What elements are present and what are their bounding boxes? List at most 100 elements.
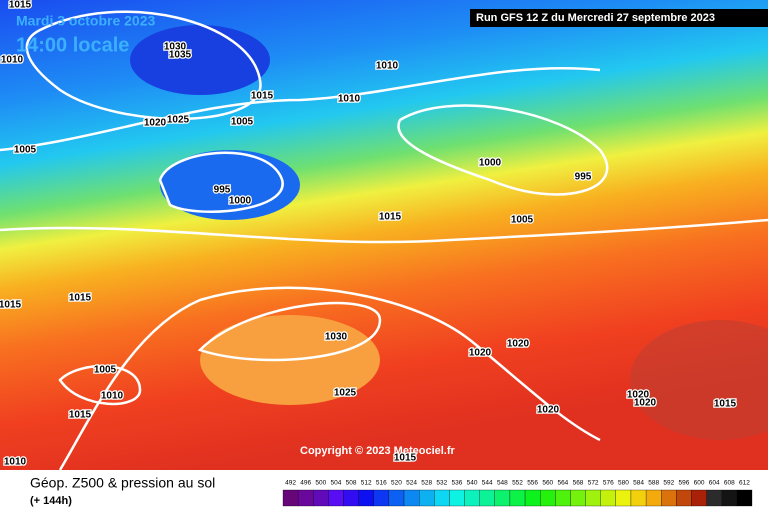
scale-swatch xyxy=(645,489,662,507)
scale-swatch xyxy=(313,489,329,507)
isobar-label: 1015 xyxy=(251,91,274,102)
footer-lead: (+ 144h) xyxy=(30,495,72,507)
scale-swatch xyxy=(691,489,707,507)
isobar-label: 1015 xyxy=(394,453,417,464)
scale-label: 500 xyxy=(315,480,326,487)
scale-label: 600 xyxy=(694,480,705,487)
isobar-label: 1020 xyxy=(634,398,657,409)
scale-label: 580 xyxy=(618,480,629,487)
scale-swatch xyxy=(388,489,405,507)
scale-swatch xyxy=(630,489,647,507)
scale-label: 568 xyxy=(573,480,584,487)
scale-label: 564 xyxy=(557,480,568,487)
isobar-label: 1005 xyxy=(94,365,117,376)
valid-time: 14:00 locale xyxy=(16,34,129,56)
scale-label: 516 xyxy=(376,480,387,487)
scale-swatch xyxy=(297,489,314,507)
scale-label: 596 xyxy=(678,480,689,487)
isobar-label: 1015 xyxy=(379,212,402,223)
scale-label: 612 xyxy=(739,480,750,487)
isobar-label: 1020 xyxy=(537,405,560,416)
scale-swatch xyxy=(570,489,586,507)
scale-label: 492 xyxy=(285,480,296,487)
isobar-label: 1025 xyxy=(167,115,190,126)
scale-label: 552 xyxy=(512,480,523,487)
scale-swatch xyxy=(282,489,299,507)
scale-label: 604 xyxy=(709,480,720,487)
scale-swatch xyxy=(721,489,738,507)
scale-label: 556 xyxy=(527,480,538,487)
isobar-label: 1020 xyxy=(507,339,530,350)
scale-swatch xyxy=(494,489,511,507)
isobar-label: 1030 xyxy=(325,332,348,343)
run-banner xyxy=(470,9,768,27)
scale-label: 532 xyxy=(436,480,447,487)
scale-label: 544 xyxy=(482,480,493,487)
scale-swatch xyxy=(615,489,632,507)
scale-swatch xyxy=(464,489,480,507)
scale-swatch xyxy=(600,489,616,507)
isobar-label: 995 xyxy=(575,172,592,183)
isobar-label: 1010 xyxy=(338,94,361,105)
isobar-label: 1005 xyxy=(511,215,534,226)
scale-label: 508 xyxy=(346,480,357,487)
scale-swatch xyxy=(736,489,753,507)
isobar-label: 995 xyxy=(214,185,231,196)
scale-label: 536 xyxy=(452,480,463,487)
scale-label: 520 xyxy=(391,480,402,487)
scale-swatch xyxy=(585,489,601,507)
scale-swatch xyxy=(419,489,435,507)
scale-label: 588 xyxy=(648,480,659,487)
isobar-label: 1005 xyxy=(231,117,254,128)
valid-date: Mardi 3 octobre 2023 xyxy=(16,13,155,29)
scale-swatch xyxy=(479,489,495,507)
low-core xyxy=(130,25,270,95)
isobar-label: 1015 xyxy=(69,410,92,421)
scale-swatch xyxy=(661,489,677,507)
scale-label: 608 xyxy=(724,480,735,487)
ridge xyxy=(630,320,768,440)
isobar-label: 1010 xyxy=(4,457,27,468)
isobar-label: 1000 xyxy=(229,196,252,207)
scale-swatch xyxy=(403,489,420,507)
scale-label: 496 xyxy=(300,480,311,487)
scale-label: 584 xyxy=(633,480,644,487)
isobar-label: 1030 xyxy=(164,42,187,53)
scale-swatch xyxy=(509,489,526,507)
scale-label: 572 xyxy=(588,480,599,487)
isobar-label: 1015 xyxy=(9,0,32,11)
copyright: Copyright © 2023 Meteociel.fr xyxy=(300,445,456,457)
scale-label: 524 xyxy=(406,480,417,487)
scale-swatch xyxy=(328,489,344,507)
color-scale: 492 496 500 504 508 512 516 520 524 528 532 536 540 5… xyxy=(282,480,753,507)
isobars xyxy=(0,10,768,471)
scale-swatch xyxy=(555,489,571,507)
isobar-label: 1010 xyxy=(101,391,124,402)
scale-swatch xyxy=(449,489,465,507)
scale-label: 540 xyxy=(467,480,478,487)
isobar-label: 1010 xyxy=(1,55,24,66)
scale-label: 592 xyxy=(663,480,674,487)
scale-label: 576 xyxy=(603,480,614,487)
run-info: Run GFS 12 Z du Mercredi 27 septembre 20… xyxy=(476,12,715,24)
isobar-label: 1000 xyxy=(479,158,502,169)
scale-label: 560 xyxy=(542,480,553,487)
scale-label: 548 xyxy=(497,480,508,487)
scale-swatch xyxy=(540,489,556,507)
isobar-label: 1025 xyxy=(334,388,357,399)
isobar-label: 1015 xyxy=(69,293,92,304)
isobar-label: 1015 xyxy=(714,399,737,410)
isobar-label: 1015 xyxy=(0,300,22,311)
scale-label: 512 xyxy=(361,480,372,487)
scale-label: 528 xyxy=(421,480,432,487)
scale-swatch xyxy=(524,489,541,507)
scale-swatch xyxy=(676,489,692,507)
scale-swatch xyxy=(434,489,450,507)
scale-swatch xyxy=(706,489,722,507)
scale-label: 504 xyxy=(331,480,342,487)
isobar-label: 1020 xyxy=(144,118,167,129)
isobar-label: 1005 xyxy=(14,145,37,156)
footer-title: Géop. Z500 & pression au sol xyxy=(30,475,215,491)
